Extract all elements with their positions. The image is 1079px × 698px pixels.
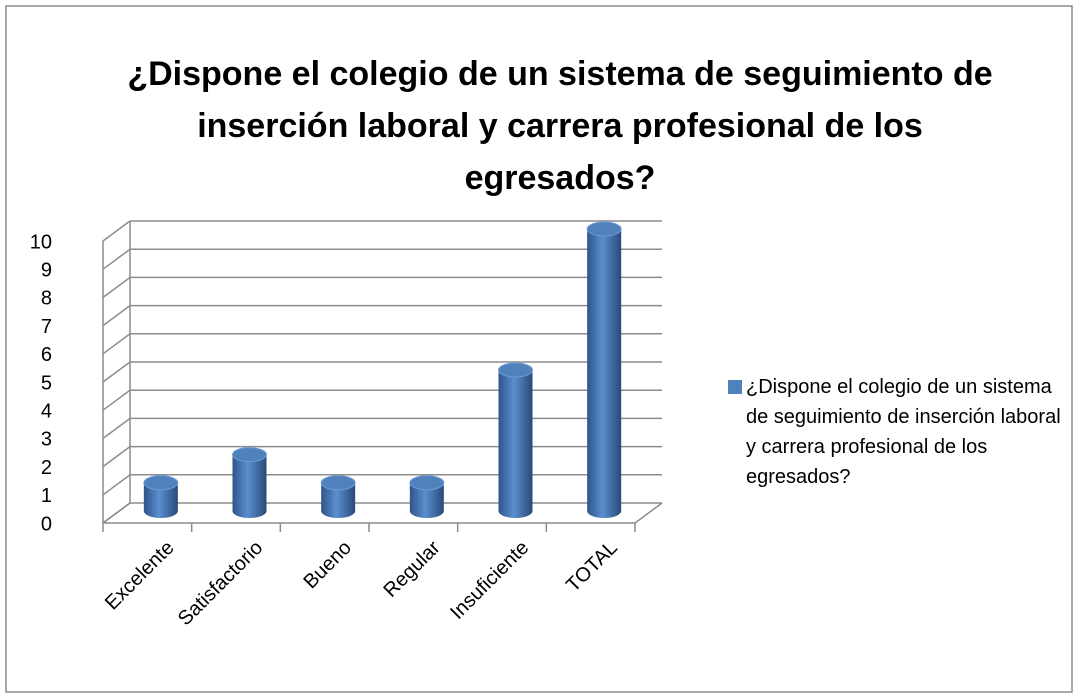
bar-top (320, 475, 356, 491)
grid-line (102, 417, 131, 440)
bar-top (409, 475, 445, 491)
legend-swatch (728, 380, 742, 394)
bar-top (232, 447, 267, 463)
chart-title: ¿Dispone el colegio de un sistema de seg… (127, 55, 993, 197)
bar-top (498, 362, 533, 378)
y-tick-label: 1 (41, 485, 52, 507)
grid-line (102, 248, 131, 270)
y-tick-label: 6 (41, 344, 52, 366)
bar (232, 454, 267, 518)
grid-line (102, 304, 131, 327)
grid-line (102, 474, 131, 496)
y-tick-label: 3 (41, 429, 52, 451)
grid-line (102, 361, 131, 383)
bar-top (143, 475, 179, 491)
bar (143, 482, 178, 518)
axis-line (634, 502, 663, 524)
y-tick-label: 8 (41, 288, 52, 310)
legend-label: ¿Dispone el colegio de un sistema de seg… (746, 376, 1061, 488)
bar (587, 229, 622, 518)
grid-line (102, 502, 131, 524)
grid-line (102, 333, 131, 355)
y-tick-label: 7 (41, 316, 52, 338)
bar (409, 482, 444, 518)
grid-line (102, 276, 131, 299)
y-tick-label: 0 (41, 513, 52, 535)
y-tick-label: 4 (41, 400, 52, 422)
y-tick-label: 10 (30, 231, 52, 253)
y-tick-label: 2 (41, 457, 52, 479)
legend: ¿Dispone el colegio de un sistema de seg… (728, 372, 1073, 492)
bar (498, 370, 533, 518)
grid-line (102, 445, 131, 468)
bar-top (586, 221, 622, 237)
bar (321, 482, 356, 518)
grid-line (102, 220, 131, 242)
chart-border (5, 5, 1073, 693)
y-tick-label: 5 (41, 372, 52, 394)
grid-line (102, 389, 131, 411)
y-tick-label: 9 (41, 259, 52, 281)
